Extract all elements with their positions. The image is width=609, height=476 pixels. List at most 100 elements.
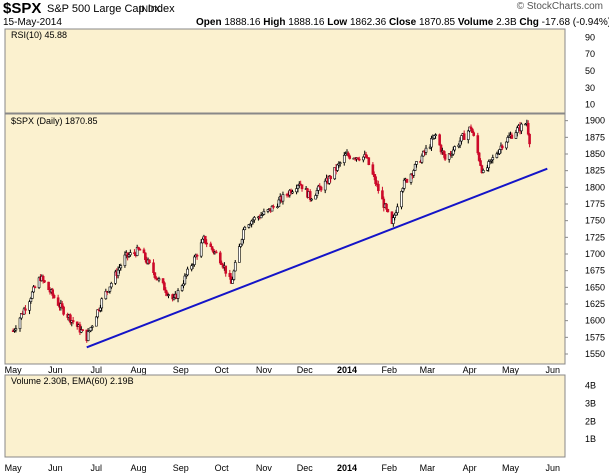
candle-body-up [392, 217, 395, 224]
rsi-tick-label: 50 [585, 66, 595, 76]
candle-body-up [89, 327, 93, 332]
candle-body-up [434, 134, 437, 136]
candle-body-down [438, 134, 441, 146]
price-tick-label: 1550 [585, 349, 605, 359]
bottom-date-label: Apr [463, 463, 477, 473]
candle-body-down [348, 155, 352, 159]
candle-body-up [295, 188, 298, 193]
candle-body-up [32, 286, 35, 293]
price-tick-label: 1575 [585, 332, 605, 342]
candle-body-up [413, 164, 417, 171]
candle-body-up [201, 238, 204, 244]
volume-panel-label: Volume 2.30B, EMA(60) 2.19B [11, 376, 134, 386]
candle-body-up [193, 256, 196, 265]
candle-body-up [338, 162, 342, 164]
candle-body-down [195, 254, 199, 257]
candle-body-down [501, 145, 504, 149]
candle-body-up [400, 191, 403, 208]
volume-tick-label: 3B [585, 399, 596, 409]
candle-body-down [347, 152, 350, 157]
candle-body-down [24, 308, 27, 311]
candle-body-up [514, 132, 518, 139]
candle-body-up [238, 246, 241, 263]
chart-date: 15-May-2014 [3, 17, 62, 28]
volume-label: Volume [457, 17, 494, 28]
candle-body-down [60, 303, 64, 308]
candle-body-down [212, 249, 215, 253]
candle-body-down [319, 186, 323, 191]
price-tick-label: 1625 [585, 299, 605, 309]
top-date-label: Mar [420, 365, 436, 375]
rsi-tick-label: 10 [585, 100, 595, 110]
candle-body-up [396, 206, 399, 213]
chart-header: $SPX S&P 500 Large Cap Index INDX 15-May… [0, 0, 609, 30]
price-tick-label: 1675 [585, 266, 605, 276]
volume-panel-frame [4, 374, 566, 458]
candle-body-down [442, 150, 446, 155]
candle-body-down [152, 262, 155, 274]
top-date-label: 2014 [337, 365, 357, 375]
date-axis-bottom: May Jun Jul Aug Sep Oct Nov Dec 2014 Feb Mar Apr May… [5, 463, 560, 473]
volume-tick-label: 4B [585, 381, 596, 391]
high-value: 1888.16 [288, 17, 325, 28]
high-label: High [263, 17, 286, 28]
rsi-axis: 90 70 50 30 10 [585, 32, 595, 109]
price-panel: $SPX (Daily) 1870.85 1900 1875 1850 1825 180… [4, 113, 605, 365]
candle-body-down [209, 243, 213, 247]
candle-body-up [505, 141, 508, 149]
candle-body-up [281, 194, 285, 202]
candle-body-down [477, 152, 481, 161]
candle-body-up [14, 328, 18, 331]
candle-body-up [520, 123, 523, 132]
trendline [86, 167, 548, 349]
candle-body-up [231, 279, 234, 284]
candle-body-up [232, 270, 236, 280]
candle-body-up [176, 290, 180, 299]
candle-body-down [138, 248, 142, 251]
candle-body-down [357, 158, 361, 161]
rsi-tick-label: 30 [585, 83, 595, 93]
candle-body-down [81, 329, 84, 332]
bottom-date-label: Mar [420, 463, 436, 473]
candle-body-up [123, 254, 127, 266]
bottom-date-label: Dec [297, 463, 314, 473]
candle-body-down [381, 190, 384, 200]
bottom-date-label: Jul [91, 463, 103, 473]
volume-axis: 4B 3B 2B 1B [585, 381, 596, 444]
candle-body-up [94, 316, 98, 327]
bottom-date-label: May [5, 463, 23, 473]
candle-body-down [405, 178, 409, 183]
rsi-panel-frame [4, 28, 566, 114]
price-tick-label: 1775 [585, 199, 605, 209]
top-date-label: Dec [297, 365, 314, 375]
top-date-label: Oct [215, 365, 230, 375]
candle-body-up [447, 153, 451, 160]
candle-body-up [242, 229, 245, 240]
candle-body-up [451, 149, 455, 155]
candle-body-down [462, 133, 466, 140]
price-axis: 1900 1875 1850 1825 1800 1775 1750 1725 1700 1675… [565, 116, 605, 359]
candle-body-up [100, 298, 104, 309]
top-date-label: Jul [91, 365, 103, 375]
bottom-date-label: Jun [48, 463, 63, 473]
close-label: Close [388, 17, 417, 28]
stockcharts-credit: © StockCharts.com [516, 1, 603, 12]
candle-body-up [118, 267, 121, 271]
candle-body-up [453, 146, 456, 151]
price-tick-label: 1825 [585, 166, 605, 176]
candle-body-down [374, 176, 377, 185]
candle-body-down [367, 157, 371, 165]
date-axis-top: May Jun Jul Aug Sep Oct Nov Dec 2014 Feb Mar Apr May… [5, 365, 560, 375]
candle-body-up [394, 212, 398, 216]
candle-body-down [469, 126, 473, 130]
candle-body-up [310, 198, 313, 201]
candle-body-up [401, 188, 405, 192]
bottom-date-label: Oct [215, 463, 230, 473]
exchange-code: INDX [139, 4, 161, 14]
top-date-label: Jun [48, 365, 63, 375]
price-tick-label: 1900 [585, 116, 605, 126]
close-value: 1870.85 [418, 17, 456, 28]
chg-label: Chg [519, 17, 539, 28]
price-bars [11, 119, 531, 343]
candle-body-up [314, 195, 317, 200]
